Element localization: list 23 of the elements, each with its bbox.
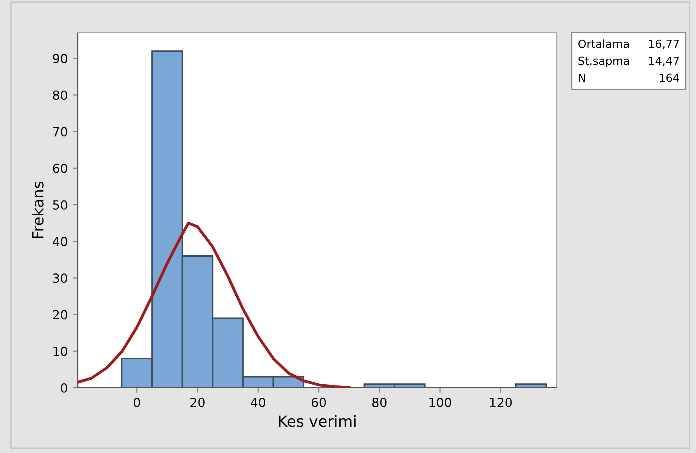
y-tick-label: 10	[54, 346, 68, 356]
y-tick-label: 70	[53, 127, 68, 137]
text: Ortalama 16,77	[578, 40, 680, 50]
y-tick-label: 80	[53, 90, 68, 100]
text: St.sapma 14,47	[578, 56, 680, 68]
x-axis-title: Kes verimi	[279, 415, 356, 428]
y-tick-label: 30	[53, 274, 68, 284]
y-tick-label: 0	[61, 383, 68, 393]
y-tick-label: 20	[53, 310, 68, 320]
y-tick-label: 90	[53, 54, 68, 64]
text: N 164	[579, 74, 680, 82]
line-series	[78, 222, 351, 388]
x-tick-label: 20	[190, 398, 205, 408]
x-tick-label: 120	[490, 398, 512, 408]
x-tick-label: 100	[430, 398, 452, 408]
y-axis-title: Frekans	[32, 182, 44, 238]
y-tick-label: 60	[53, 164, 68, 174]
y-tick-label: 40	[52, 237, 68, 247]
x-tick-label: 0	[134, 398, 140, 408]
y-tick-label: 50	[53, 200, 68, 210]
x-tick-label: 40	[251, 398, 266, 408]
x-tick-label: 60	[312, 398, 326, 408]
x-tick-label: 80	[372, 398, 387, 408]
